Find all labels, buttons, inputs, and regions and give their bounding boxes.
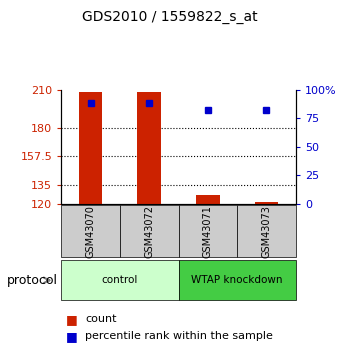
Text: WTAP knockdown: WTAP knockdown <box>191 275 283 285</box>
Text: GSM43070: GSM43070 <box>86 205 96 258</box>
Bar <box>137 92 161 204</box>
Text: GSM43071: GSM43071 <box>203 205 213 258</box>
Text: GSM43072: GSM43072 <box>144 205 154 258</box>
Text: control: control <box>102 275 138 285</box>
Text: GSM43073: GSM43073 <box>261 205 271 258</box>
Text: ■: ■ <box>66 330 77 343</box>
Bar <box>79 92 102 204</box>
Text: protocol: protocol <box>7 274 58 287</box>
Bar <box>196 195 220 204</box>
Text: GDS2010 / 1559822_s_at: GDS2010 / 1559822_s_at <box>82 10 258 24</box>
Text: ■: ■ <box>66 313 77 326</box>
Text: percentile rank within the sample: percentile rank within the sample <box>85 332 273 341</box>
Bar <box>255 202 278 204</box>
Text: count: count <box>85 314 117 324</box>
